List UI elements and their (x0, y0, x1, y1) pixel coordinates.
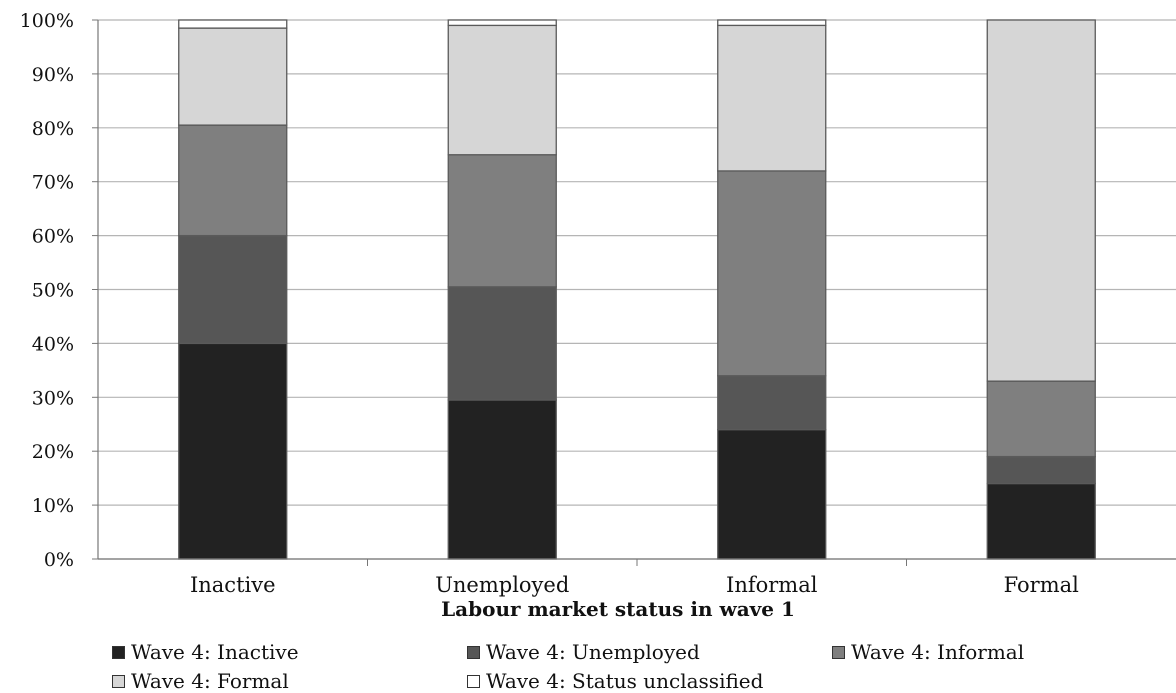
y-tick-label: 30% (32, 387, 74, 409)
legend-label: Wave 4: Formal (131, 669, 289, 693)
bar-segment (178, 19, 288, 29)
bar-segment (717, 19, 827, 27)
bar-segment (986, 19, 1096, 382)
legend-item: Wave 4: Unemployed (467, 640, 700, 664)
y-tick-label: 90% (32, 64, 74, 86)
bar-segment (447, 19, 557, 27)
x-tick-label: Unemployed (435, 573, 569, 597)
legend-swatch (832, 645, 845, 659)
legend-item: Wave 4: Formal (112, 669, 289, 693)
x-axis-title: Labour market status in wave 1 (441, 597, 795, 621)
x-tick-label: Informal (726, 573, 818, 597)
y-tick-label: 20% (32, 441, 74, 463)
legend: Wave 4: Inactive Wave 4: Unemployed Wave 4… (112, 640, 1112, 693)
bar-segment (986, 455, 1096, 485)
bar-segment (447, 24, 557, 156)
legend-swatch (467, 674, 480, 688)
bar-segment (717, 428, 827, 560)
bar-segment (717, 170, 827, 377)
y-tick-label: 0% (44, 549, 74, 571)
legend-item: Wave 4: Inactive (112, 640, 299, 664)
legend-swatch (467, 645, 480, 659)
legend-label: Wave 4: Informal (851, 640, 1025, 664)
legend-swatch (112, 674, 125, 688)
axes (97, 20, 1176, 566)
y-tick-label: 60% (32, 226, 74, 248)
y-tick-label: 10% (32, 495, 74, 517)
y-tick-label: 80% (32, 118, 74, 140)
legend-item: Wave 4: Status unclassified (467, 669, 763, 693)
y-tick-label: 70% (32, 172, 74, 194)
legend-label: Wave 4: Status unclassified (486, 669, 764, 693)
bar-segment (447, 286, 557, 401)
bar-segment (447, 399, 557, 560)
x-axis-ticks: Inactive Unemployed Informal Formal (190, 573, 1079, 597)
x-tick-label: Inactive (190, 573, 276, 597)
bars (178, 19, 1096, 560)
bar-segment (178, 27, 288, 126)
legend-item: Wave 4: Informal (832, 640, 1024, 664)
bar-segment (178, 234, 288, 345)
bar-segment (717, 375, 827, 431)
bar-segment (986, 482, 1096, 560)
legend-swatch (112, 645, 125, 659)
legend-label: Wave 4: Unemployed (486, 640, 700, 664)
bar-segment (717, 24, 827, 172)
bar-segment (178, 342, 288, 560)
bar-segment (178, 124, 288, 237)
x-tick-label: Formal (1004, 573, 1080, 597)
y-tick-label: 100% (20, 10, 74, 32)
bar-segment (986, 380, 1096, 458)
bar-segment (447, 154, 557, 288)
legend-label: Wave 4: Inactive (131, 640, 299, 664)
y-axis-ticks: 0% 10% 20% 30% 40% 50% 60% 70% 80% 90% 100% (20, 10, 98, 571)
y-tick-label: 40% (32, 333, 74, 355)
y-tick-label: 50% (32, 280, 74, 302)
